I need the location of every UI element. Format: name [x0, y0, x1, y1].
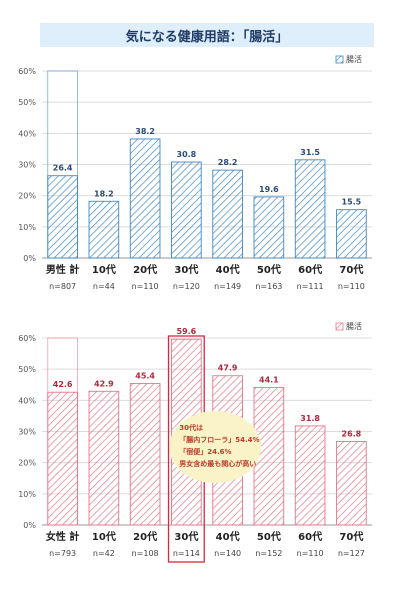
data-label: 44.1 — [259, 376, 279, 385]
sample-size-label: n=114 — [173, 549, 200, 558]
y-tick-label: 50% — [18, 98, 36, 107]
x-tick-label: 10代 — [92, 530, 116, 543]
bar — [129, 138, 161, 259]
y-tick-label: 40% — [18, 129, 36, 138]
data-label: 47.9 — [218, 364, 238, 373]
sample-size-label: n=127 — [338, 549, 365, 558]
annotation-segment: 「宿便」 — [179, 447, 207, 456]
y-tick-label: 0% — [23, 254, 36, 263]
sample-size-label: n=149 — [214, 282, 241, 291]
bar — [294, 159, 326, 259]
annotation-text: 30代は — [179, 423, 203, 432]
x-tick-label: 60代 — [298, 263, 322, 276]
bar — [336, 209, 367, 259]
data-label: 45.4 — [135, 372, 155, 381]
bar — [294, 425, 326, 526]
x-tick-label: 30代 — [174, 263, 198, 276]
sample-size-label: n=140 — [214, 549, 241, 558]
sample-size-label: n=807 — [49, 282, 76, 291]
bar — [47, 175, 78, 259]
total-column-frame — [47, 337, 78, 526]
bar — [88, 200, 120, 259]
data-label: 15.5 — [342, 198, 362, 207]
y-tick-label: 20% — [18, 459, 36, 468]
bar — [336, 441, 367, 526]
y-tick-label: 10% — [18, 490, 36, 499]
sample-size-label: n=111 — [297, 282, 324, 291]
x-tick-label: 70代 — [339, 263, 363, 276]
annotation-text: 男女含め最も関心が高い — [179, 459, 256, 468]
data-label: 18.2 — [94, 189, 114, 198]
sample-size-label: n=120 — [173, 282, 200, 291]
data-label: 42.6 — [53, 380, 73, 389]
annotation-segment: 24.6% — [207, 448, 231, 456]
y-tick-label: 30% — [18, 428, 36, 437]
legend-swatch — [335, 55, 344, 64]
bar — [171, 161, 202, 259]
x-tick-label: 20代 — [133, 263, 157, 276]
annotation-text: 「腸内フローラ」54.4% — [179, 435, 259, 444]
data-label: 31.8 — [300, 414, 320, 423]
sample-size-label: n=110 — [338, 282, 365, 291]
data-label: 26.4 — [53, 164, 73, 173]
y-tick-label: 60% — [18, 334, 36, 343]
page-title-box: 気になる健康用語：「腸活」 — [40, 23, 374, 47]
bar — [212, 169, 243, 259]
y-tick-label: 60% — [18, 67, 36, 76]
x-tick-label: 女性 計 — [46, 530, 79, 543]
data-label: 30.8 — [177, 150, 197, 159]
sample-size-label: n=44 — [93, 282, 115, 291]
x-tick-label: 30代 — [174, 530, 198, 543]
sample-size-label: n=108 — [132, 549, 159, 558]
annotation-bubble — [169, 411, 262, 484]
y-tick-label: 30% — [18, 161, 36, 170]
annotation-segment: 54.4% — [235, 436, 259, 444]
y-tick-label: 10% — [18, 223, 36, 232]
legend-label: 腸活 — [346, 54, 362, 64]
data-label: 38.2 — [135, 127, 155, 136]
sample-size-label: n=163 — [255, 282, 282, 291]
data-label: 19.6 — [259, 185, 279, 194]
bar — [88, 390, 120, 526]
x-tick-label: 10代 — [92, 263, 116, 276]
annotation-segment: 「腸内フローラ」 — [179, 435, 235, 444]
y-tick-label: 20% — [18, 192, 36, 201]
y-tick-label: 0% — [23, 521, 36, 530]
y-tick-label: 40% — [18, 396, 36, 405]
x-tick-label: 70代 — [339, 530, 363, 543]
x-tick-label: 20代 — [133, 530, 157, 543]
legend-swatch — [335, 322, 344, 331]
data-label: 42.9 — [94, 379, 114, 388]
annotation-segment: 30代は — [179, 423, 203, 432]
page-title: 気になる健康用語：「腸活」 — [125, 29, 289, 45]
sample-size-label: n=152 — [255, 549, 282, 558]
data-label: 28.2 — [218, 158, 238, 167]
data-label: 26.8 — [342, 429, 362, 438]
data-label: 59.6 — [177, 327, 197, 336]
sample-size-label: n=110 — [297, 549, 324, 558]
sample-size-label: n=42 — [93, 549, 115, 558]
bar — [253, 196, 285, 259]
total-column-frame — [47, 70, 78, 259]
x-tick-label: 40代 — [216, 530, 240, 543]
x-tick-label: 40代 — [216, 263, 240, 276]
legend-label: 腸活 — [346, 321, 362, 331]
x-tick-label: 50代 — [257, 263, 281, 276]
sample-size-label: n=793 — [49, 549, 76, 558]
male-bar-chart: 0% 10% 20% 30% 40% 50% 60% 腸活 26.4 男性 計 n=807 18.2 1… — [18, 54, 372, 291]
x-tick-label: 60代 — [298, 530, 322, 543]
x-tick-label: 50代 — [257, 530, 281, 543]
annotation-segment: 男女含め最も関心が高い — [179, 459, 256, 468]
female-bar-chart: 0% 10% 20% 30% 40% 50% 60% 腸活 42.6 女性 計 n=793 42.9 1… — [18, 321, 372, 563]
x-tick-label: 男性 計 — [46, 263, 79, 276]
bar — [129, 383, 161, 526]
sample-size-label: n=110 — [132, 282, 159, 291]
bar — [47, 391, 78, 526]
y-tick-label: 50% — [18, 365, 36, 374]
annotation-text: 「宿便」24.6% — [179, 447, 231, 456]
data-label: 31.5 — [300, 148, 320, 157]
